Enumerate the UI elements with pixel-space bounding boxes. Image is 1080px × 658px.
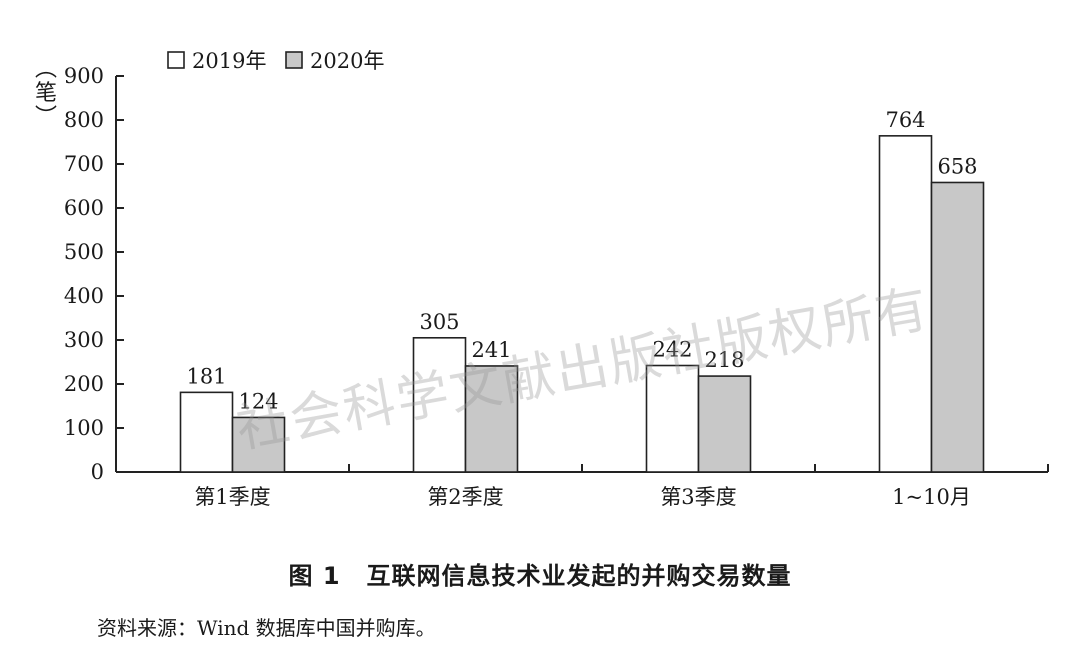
data-label: 124 [238,389,278,413]
x-tick-label: 1~10月 [892,485,971,509]
bar-2020年 [231,416,286,473]
legend-label: 2020年 [310,49,384,73]
bar-2020年 [697,375,752,473]
x-tick-label: 第1季度 [194,485,270,509]
bar-chart: 0 100 200 300 400 500 600 700 800 900 ︵笔︶ 第1季度 第2季度 第… [35,49,1049,509]
bar-2019年 [412,336,467,473]
bar-2019年 [645,364,700,473]
bar-2019年 [878,135,933,473]
data-label: 241 [471,338,511,362]
data-label: 658 [937,154,977,178]
data-label: 764 [885,108,925,132]
y-tick-label: 900 [64,64,104,88]
y-tick-label: 0 [91,460,104,484]
bar-2020年 [464,365,519,473]
figure-title: 互联网信息技术业发起的并购交易数量 [366,562,792,590]
x-tick-label: 第2季度 [427,485,503,509]
chart-legend: 2019年 2020年 [167,49,384,73]
legend-label: 2019年 [192,49,266,73]
legend-swatch [167,51,185,69]
y-tick-label: 100 [64,416,104,440]
legend-swatch [285,51,303,69]
data-label: 218 [704,348,744,372]
x-tick-label: 第3季度 [660,485,736,509]
y-tick-label: 200 [64,372,104,396]
chart-axes: 0 100 200 300 400 500 600 700 800 900 ︵笔︶ 第1季度 第2季度 第… [35,57,1049,509]
data-label: 242 [652,338,692,362]
data-label: 181 [186,364,226,388]
bar-2020年 [930,181,985,473]
data-label: 305 [419,310,459,334]
figure-number: 图 1 [288,562,341,590]
source-note: 资料来源：Wind 数据库中国并购库。 [97,616,436,640]
y-tick-label: 600 [64,196,104,220]
y-tick-label: 500 [64,240,104,264]
figure-caption: 图 1 互联网信息技术业发起的并购交易数量 [0,556,1080,591]
bar-2019年 [179,391,234,473]
y-axis-label: ︵笔︶ [35,57,57,130]
chart-bars: 181 124 305 241 242 218 764 658 [179,108,985,473]
y-tick-label: 400 [64,284,104,308]
y-tick-label: 800 [64,108,104,132]
y-tick-label: 700 [64,152,104,176]
y-tick-label: 300 [64,328,104,352]
